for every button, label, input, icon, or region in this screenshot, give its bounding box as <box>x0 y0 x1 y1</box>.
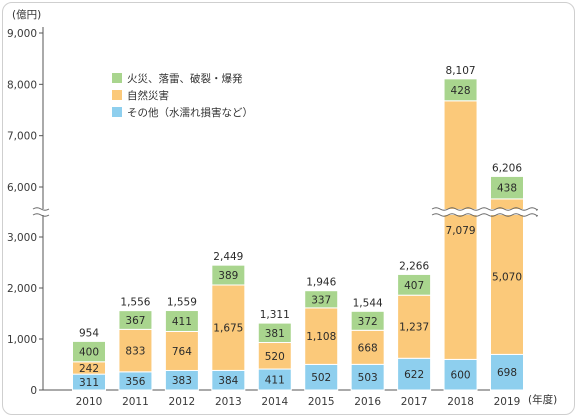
x-category-label: 2014 <box>261 396 288 408</box>
bar-value-label: 502 <box>311 372 331 384</box>
x-category-label: 2017 <box>401 396 428 408</box>
bar-segment <box>304 363 339 391</box>
bar-total-label: 1,311 <box>260 309 290 321</box>
bar-value-label: 372 <box>358 316 378 328</box>
x-category-label: 2012 <box>169 396 196 408</box>
bar-segment <box>257 322 292 344</box>
bar-value-label: 411 <box>172 316 192 328</box>
bar-value-label: 438 <box>497 183 517 195</box>
bar-segment <box>164 331 199 371</box>
bar-value-label: 668 <box>358 342 378 354</box>
axis-break-gap <box>33 209 49 215</box>
bar-total-label: 1,559 <box>167 297 197 309</box>
bar-value-label: 7,079 <box>446 225 476 237</box>
bar-value-label: 400 <box>79 347 99 359</box>
bar-segment <box>304 290 339 309</box>
bar-value-label: 428 <box>451 85 471 97</box>
bar-total-label: 954 <box>79 327 99 339</box>
y-tick-label: 8,000 <box>7 79 37 91</box>
bars: 311 242 400 954 2010 356 833 367 1,556 2011 383 764… <box>72 65 538 408</box>
x-category-label: 2015 <box>308 396 335 408</box>
bar-value-label: 383 <box>172 375 192 387</box>
bar-segment <box>118 310 153 330</box>
bar-break-gap <box>432 209 538 215</box>
x-category-label: 2013 <box>215 396 242 408</box>
legend-label: 火災、落雷、破裂・爆発 <box>127 72 243 85</box>
x-category-label: 2010 <box>76 396 103 408</box>
x-category-label: 2011 <box>122 396 149 408</box>
bar-value-label: 389 <box>218 270 238 282</box>
bar-value-label: 337 <box>311 294 331 306</box>
bar-value-label: 411 <box>265 375 285 387</box>
x-unit-label: (年度) <box>528 393 557 406</box>
bar-total-label: 6,206 <box>492 162 522 174</box>
legend-swatch <box>112 73 122 83</box>
y-tick-label: 6,000 <box>7 182 37 194</box>
bar-total-label: 1,946 <box>306 277 336 289</box>
bar-value-label: 1,237 <box>399 322 429 334</box>
bar-value-label: 242 <box>79 363 99 375</box>
bar-value-label: 520 <box>265 351 285 363</box>
legend-label: その他（水濡れ損害など） <box>127 106 253 119</box>
x-category-label: 2018 <box>447 396 474 408</box>
bar-segment <box>350 363 385 391</box>
bar-break-wave-bottom <box>431 213 538 217</box>
y-tick-label: 9,000 <box>7 28 37 40</box>
bar-break-wave-top <box>431 207 538 211</box>
bar-segment <box>397 273 432 296</box>
bar-value-label: 622 <box>404 369 424 381</box>
y-unit-label: (億円) <box>12 8 41 21</box>
bar-value-label: 311 <box>79 377 99 389</box>
bar-segment <box>211 264 246 286</box>
bar-total-label: 1,556 <box>120 297 150 309</box>
bar-value-label: 1,108 <box>306 331 336 343</box>
bar-total-label: 1,544 <box>353 297 383 309</box>
bar-total-label: 2,266 <box>399 260 429 272</box>
y-tick-label: 2,000 <box>7 283 37 295</box>
bar-value-label: 764 <box>172 346 192 358</box>
bar-segment <box>350 310 385 331</box>
axis-break-wave-bottom <box>32 213 50 217</box>
bar-segment <box>257 342 292 370</box>
bar-value-label: 367 <box>125 315 145 327</box>
y-tick-label: 1,000 <box>7 334 37 346</box>
legend-swatch <box>112 90 122 100</box>
bar-value-label: 5,070 <box>492 272 522 284</box>
bar-segment <box>397 294 432 359</box>
bar-segment <box>72 340 106 363</box>
x-category-label: 2019 <box>494 396 521 408</box>
y-tick-label: 7,000 <box>7 131 37 143</box>
bar-value-label: 600 <box>451 370 471 382</box>
bar-segment <box>443 100 478 360</box>
bar-total-label: 8,107 <box>446 65 476 77</box>
bar-segment <box>490 175 524 200</box>
bar-value-label: 698 <box>497 367 517 379</box>
bar-value-label: 381 <box>265 328 285 340</box>
legend-label: 自然災害 <box>127 89 169 102</box>
bar-segment <box>443 78 478 102</box>
bar-segment <box>118 328 153 373</box>
bar-value-label: 833 <box>125 346 145 358</box>
bar-segment <box>164 310 199 333</box>
bar-value-label: 384 <box>218 375 238 387</box>
legend-swatch <box>112 107 122 117</box>
bar-segment <box>490 198 524 355</box>
bar-value-label: 503 <box>358 372 378 384</box>
bar-segment <box>304 307 339 365</box>
x-category-label: 2016 <box>354 396 381 408</box>
axis-break-wave-top <box>32 207 50 211</box>
y-tick-label: 0 <box>30 385 37 397</box>
bar-total-label: 2,449 <box>213 251 243 263</box>
y-tick-label: 3,000 <box>7 232 37 244</box>
bar-value-label: 356 <box>125 376 145 388</box>
bar-value-label: 407 <box>404 280 424 292</box>
bar-value-label: 1,675 <box>213 323 243 335</box>
